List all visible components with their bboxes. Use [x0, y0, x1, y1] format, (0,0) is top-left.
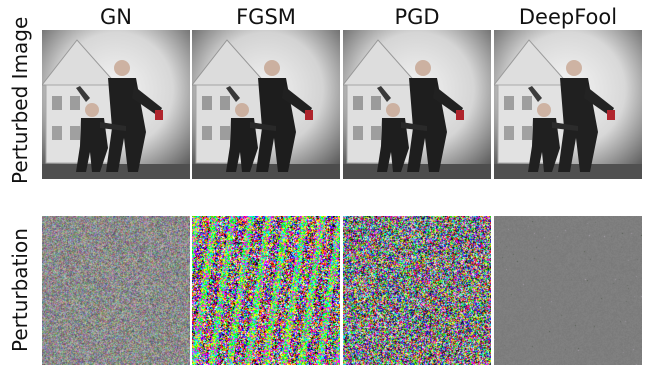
column-header-gn: GN — [100, 5, 132, 29]
perturbed-image-gn — [42, 30, 190, 179]
noise-map-fgsm — [192, 216, 340, 365]
perturbed-photo-fgsm — [192, 30, 340, 179]
perturbed-photo-gn — [42, 30, 190, 179]
perturbed-image-fgsm — [192, 30, 340, 179]
column-header-deepfool: DeepFool — [518, 5, 618, 29]
perturbation-gn — [42, 216, 190, 365]
perturbation-deepfool — [494, 216, 642, 365]
perturbation-fgsm — [192, 216, 340, 365]
noise-map-gn — [42, 216, 190, 365]
perturbed-photo-pgd — [343, 30, 491, 179]
row-label-perturbed-image: Perturbed Image — [8, 16, 32, 184]
row-label-perturbation: Perturbation — [8, 228, 32, 352]
column-header-fgsm: FGSM — [236, 5, 296, 29]
perturbed-image-deepfool — [494, 30, 642, 179]
column-header-pgd: PGD — [394, 5, 440, 29]
noise-map-pgd — [343, 216, 491, 365]
perturbed-image-pgd — [343, 30, 491, 179]
perturbed-photo-deepfool — [494, 30, 642, 179]
noise-map-deepfool — [494, 216, 642, 365]
perturbation-pgd — [343, 216, 491, 365]
